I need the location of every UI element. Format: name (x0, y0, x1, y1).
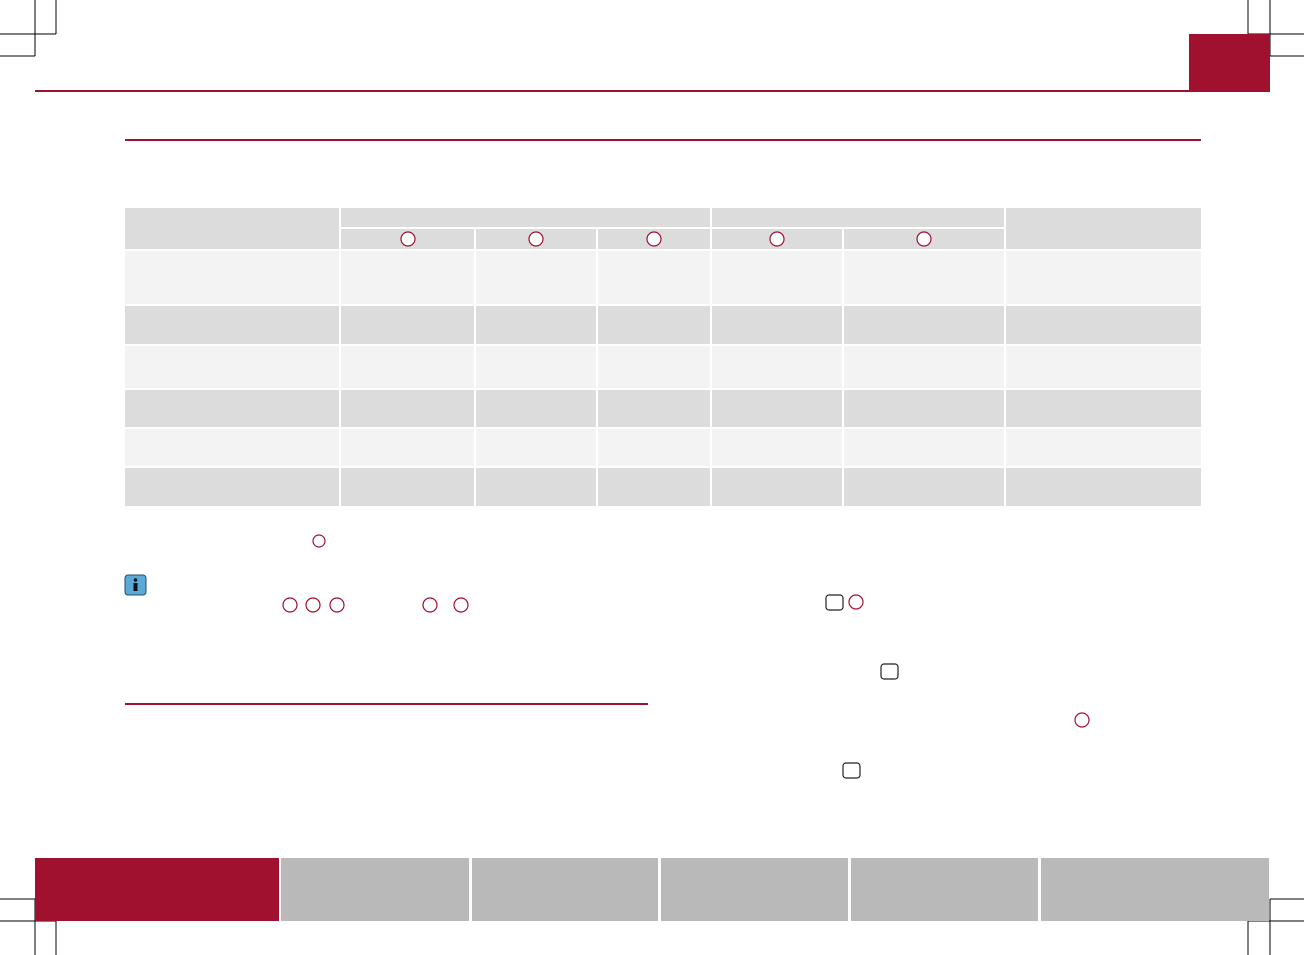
nav-tab[interactable] (1041, 858, 1269, 921)
key-icon (880, 663, 899, 680)
table-row (125, 428, 1201, 467)
table-row (125, 389, 1201, 428)
callout (453, 597, 469, 613)
table-row (125, 305, 1201, 345)
nav-tab-active[interactable] (35, 858, 279, 921)
table-lines (125, 208, 1201, 506)
info-icon (124, 574, 147, 596)
footer-nav (35, 858, 1269, 921)
callout (422, 597, 438, 613)
nav-tab[interactable] (281, 858, 469, 921)
callout (329, 597, 345, 613)
section-rule (125, 703, 648, 705)
table (125, 208, 1201, 506)
section-rule (125, 139, 1201, 141)
key-icon (825, 594, 844, 611)
callout (312, 534, 326, 548)
callout (916, 231, 932, 247)
callout (646, 231, 662, 247)
page-tab (1189, 34, 1270, 91)
header-rule (35, 90, 1270, 92)
table-row (125, 467, 1201, 506)
callout (400, 231, 416, 247)
callout (305, 597, 321, 613)
callout (528, 231, 544, 247)
nav-tab[interactable] (661, 858, 848, 921)
callout (1074, 712, 1090, 728)
nav-tab[interactable] (472, 858, 658, 921)
callout (769, 231, 785, 247)
key-icon (842, 762, 861, 779)
callout (282, 597, 298, 613)
table-row (125, 345, 1201, 389)
nav-tab[interactable] (851, 858, 1038, 921)
callout (848, 594, 864, 610)
table-row (125, 250, 1201, 305)
